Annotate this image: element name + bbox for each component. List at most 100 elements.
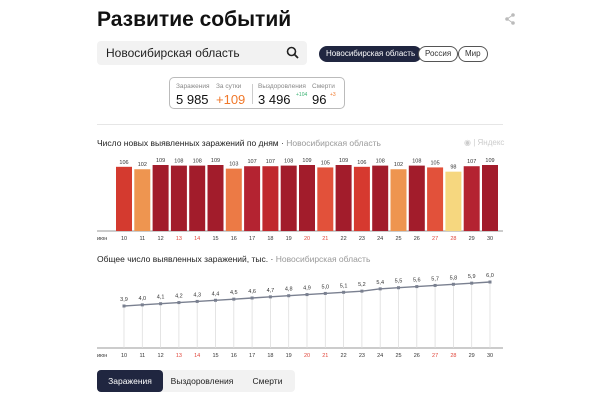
x-tick-label: 20 [304, 236, 310, 242]
search-icon[interactable] [286, 46, 299, 59]
data-point [195, 299, 199, 303]
x-tick-label: 19 [286, 236, 292, 242]
point-value-label: 5,1 [340, 283, 348, 289]
bar-value-label: 107 [467, 159, 476, 165]
bar [189, 165, 206, 231]
bar-value-label: 106 [119, 160, 128, 166]
x-tick-label: 17 [249, 353, 255, 359]
data-point [378, 287, 382, 291]
bar [427, 167, 444, 231]
yandex-watermark: ◉ | Яндекс [464, 138, 505, 147]
x-tick-label: 11 [139, 353, 145, 359]
bar-value-label: 105 [431, 160, 440, 166]
month-label: июн [97, 236, 107, 242]
x-tick-label: 28 [450, 353, 456, 359]
x-tick-label: 27 [432, 236, 438, 242]
bar [353, 166, 370, 231]
point-value-label: 4,6 [248, 289, 256, 295]
point-value-label: 4,0 [138, 296, 146, 302]
search-value: Новосибирская область [106, 46, 240, 60]
bar-value-label: 109 [302, 158, 311, 164]
region-pill-russia[interactable]: Россия [418, 46, 459, 62]
bar [299, 165, 315, 231]
recovered-value: 3 496 [258, 92, 291, 107]
page-title: Развитие событий [97, 8, 292, 31]
x-tick-label: 12 [158, 236, 164, 242]
bar-value-label: 102 [394, 162, 403, 168]
region-search-input[interactable]: Новосибирская область [97, 41, 307, 65]
bar [390, 169, 407, 231]
x-tick-label: 15 [212, 353, 218, 359]
line-chart-title: Общее число выявленных заражений, тыс. ·… [97, 254, 371, 264]
x-tick-label: 26 [414, 353, 420, 359]
x-tick-label: 10 [121, 353, 127, 359]
bar [280, 165, 297, 231]
bar-chart-title-text: Число новых выявленных заражений по дням [97, 138, 279, 148]
month-label: июн [97, 353, 107, 359]
point-value-label: 4,1 [157, 295, 165, 301]
x-tick-label: 29 [469, 236, 475, 242]
x-tick-label: 29 [469, 353, 475, 359]
bar [262, 166, 279, 231]
bar-value-label: 108 [284, 159, 293, 165]
data-point [140, 303, 144, 307]
bar [134, 169, 151, 231]
data-point [214, 298, 217, 302]
bar [463, 166, 480, 231]
x-tick-label: 18 [267, 236, 273, 242]
bar-value-label: 106 [357, 160, 366, 166]
point-value-label: 4,5 [230, 290, 238, 296]
bar [482, 165, 498, 231]
line-chart-subtitle: Новосибирская область [275, 254, 371, 264]
data-point [232, 297, 236, 301]
bar [317, 167, 334, 231]
x-tick-label: 13 [176, 236, 182, 242]
x-tick-label: 24 [377, 353, 383, 359]
x-tick-label: 26 [414, 236, 420, 242]
line-chart-title-text: Общее число выявленных заражений, тыс. [97, 254, 269, 264]
bar [335, 165, 352, 231]
region-pill-novosibirsk[interactable]: Новосибирская область [319, 46, 423, 62]
point-value-label: 5,8 [450, 275, 458, 281]
x-tick-label: 22 [341, 353, 347, 359]
x-tick-label: 17 [249, 236, 255, 242]
bar-value-label: 109 [156, 158, 165, 164]
point-value-label: 5,4 [376, 280, 384, 286]
bar-value-label: 109 [485, 158, 494, 164]
tab-infections[interactable]: Заражения [97, 370, 163, 392]
bar-value-label: 109 [339, 158, 348, 164]
point-value-label: 4,8 [285, 287, 293, 293]
point-value-label: 5,0 [321, 284, 329, 290]
bar [207, 165, 224, 231]
day-value: +109 [216, 92, 246, 107]
region-pill-world[interactable]: Мир [458, 46, 488, 62]
data-point [451, 282, 455, 286]
bar-value-label: 109 [211, 158, 220, 164]
x-tick-label: 18 [267, 353, 273, 359]
x-tick-label: 28 [450, 236, 456, 242]
divider [97, 124, 503, 125]
point-value-label: 5,7 [431, 276, 439, 282]
divider [252, 84, 253, 104]
x-tick-label: 24 [377, 236, 383, 242]
data-point [268, 295, 272, 299]
bar-value-label: 107 [248, 159, 257, 165]
tab-deaths[interactable]: Смерти [252, 376, 283, 386]
bar-value-label: 103 [229, 162, 238, 168]
bar-value-label: 105 [321, 160, 330, 166]
x-tick-label: 13 [176, 353, 182, 359]
data-point [433, 283, 437, 287]
tab-recoveries[interactable]: Выздоровления [170, 376, 234, 386]
data-point [323, 291, 327, 295]
share-icon[interactable] [503, 12, 517, 26]
deaths-delta: +3 [330, 92, 336, 98]
point-value-label: 4,7 [267, 288, 275, 294]
point-value-label: 4,4 [212, 291, 220, 297]
x-tick-label: 27 [432, 353, 438, 359]
data-point [122, 304, 126, 308]
day-label: За сутки [216, 83, 242, 90]
x-tick-label: 12 [158, 353, 164, 359]
x-tick-label: 16 [231, 353, 237, 359]
